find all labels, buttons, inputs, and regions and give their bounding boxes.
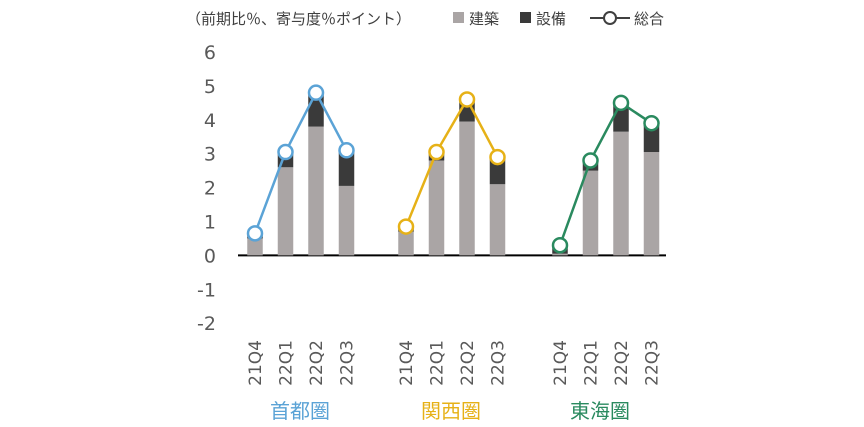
legend-swatch-construction bbox=[453, 12, 464, 23]
legend-label-total: 総合 bbox=[634, 10, 664, 28]
total-marker bbox=[551, 236, 569, 254]
y-tick-label: 0 bbox=[204, 245, 216, 267]
total-marker bbox=[277, 143, 294, 161]
y-tick-label: 6 bbox=[204, 42, 216, 64]
construction-bar bbox=[582, 170, 599, 256]
x-tick-label: 22Q2 bbox=[307, 340, 327, 386]
total-line bbox=[253, 89, 348, 234]
construction-bar bbox=[247, 238, 263, 256]
x-tick-label: 21Q4 bbox=[397, 340, 417, 386]
equipment-bar bbox=[489, 158, 506, 185]
region-group: 21Q4 22Q1 22Q2 22Q3 首都圏 bbox=[246, 84, 358, 423]
x-tick-label: 21Q4 bbox=[246, 340, 266, 386]
construction-bar bbox=[613, 131, 629, 256]
region-label: 関西圏 bbox=[421, 399, 481, 423]
x-tick-label: 22Q3 bbox=[643, 340, 663, 386]
total-marker bbox=[307, 84, 325, 101]
y-tick-label: 4 bbox=[204, 110, 216, 132]
x-tick-label: 22Q1 bbox=[582, 340, 602, 386]
x-tick-label: 22Q1 bbox=[428, 340, 448, 386]
x-tick-label: 21Q4 bbox=[551, 340, 571, 386]
y-tick-label: 1 bbox=[204, 212, 216, 234]
construction-bar bbox=[338, 185, 355, 256]
legend-marker-total bbox=[603, 11, 617, 25]
x-tick-label: 22Q3 bbox=[489, 340, 509, 386]
total-line bbox=[404, 96, 499, 228]
total-marker bbox=[397, 218, 415, 235]
legend-label-equipment: 設備 bbox=[536, 10, 566, 28]
region-group: 21Q4 22Q1 22Q2 22Q3 東海圏 bbox=[551, 94, 663, 423]
total-marker bbox=[612, 94, 630, 112]
region-group: 21Q4 22Q1 22Q2 22Q3 関西圏 bbox=[397, 91, 509, 423]
construction-bar bbox=[552, 253, 568, 256]
x-tick-label: 22Q2 bbox=[458, 340, 478, 386]
total-marker bbox=[246, 225, 264, 242]
region-label: 首都圏 bbox=[270, 399, 330, 423]
y-tick-label: 5 bbox=[204, 76, 216, 98]
y-tick-label: 2 bbox=[204, 178, 216, 200]
y-axis: 6 5 4 3 2 1 0 -1 -2 bbox=[197, 42, 216, 335]
construction-bar bbox=[308, 126, 324, 256]
unit-label: （前期比％、寄与度％ポイント） bbox=[186, 10, 411, 28]
y-tick-label: -2 bbox=[197, 313, 216, 335]
y-tick-label: -1 bbox=[197, 279, 216, 301]
x-tick-label: 22Q3 bbox=[338, 340, 358, 386]
x-tick-label: 22Q2 bbox=[612, 340, 632, 386]
y-tick-label: 3 bbox=[204, 144, 216, 166]
legend-swatch-equipment bbox=[520, 12, 531, 23]
total-marker bbox=[458, 91, 476, 108]
region-label: 東海圏 bbox=[570, 399, 630, 423]
equipment-bar bbox=[338, 150, 355, 186]
total-line bbox=[558, 101, 653, 246]
construction-bar bbox=[459, 121, 475, 256]
total-marker bbox=[338, 142, 355, 159]
total-marker bbox=[428, 143, 445, 161]
total-marker bbox=[582, 152, 599, 169]
construction-bar bbox=[643, 152, 660, 256]
legend-label-construction: 建築 bbox=[469, 10, 499, 28]
total-marker bbox=[489, 148, 506, 166]
construction-bar bbox=[428, 160, 445, 256]
construction-bar bbox=[489, 184, 506, 256]
construction-bar bbox=[277, 167, 294, 256]
construction-bar bbox=[398, 231, 414, 256]
x-tick-label: 22Q1 bbox=[277, 340, 297, 386]
legend: 建築 設備 総合 bbox=[453, 10, 664, 28]
total-marker bbox=[643, 114, 660, 132]
